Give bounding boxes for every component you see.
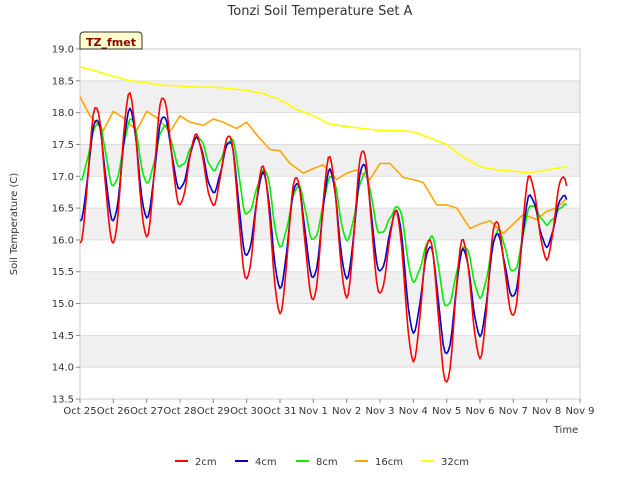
x-tick-label: Nov 2	[332, 406, 361, 417]
x-tick-label: Nov 6	[465, 406, 494, 417]
x-axis-label: Time	[553, 425, 578, 436]
y-tick-label: 17.0	[52, 172, 74, 183]
x-tick-label: Nov 9	[565, 406, 594, 417]
y-tick-label: 15.5	[52, 267, 74, 278]
x-tick-label: Oct 26	[97, 406, 130, 417]
series-line-32cm	[79, 66, 567, 174]
legend-label-8cm: 8cm	[316, 457, 338, 468]
x-tick-label: Nov 5	[432, 406, 461, 417]
legend: 2cm 4cm 8cm 16cm 32cm	[175, 457, 469, 468]
y-tick-labels: 13.5 14.0 14.5 15.0 15.5 16.0 16.5 17.0 17.5 18.0…	[52, 45, 80, 406]
x-tick-label: Nov 8	[532, 406, 561, 417]
x-tick-label: Oct 25	[63, 406, 96, 417]
y-tick-label: 18.0	[52, 108, 74, 119]
series-line-2cm	[79, 92, 568, 383]
y-tick-label: 19.0	[52, 45, 74, 56]
y-tick-label: 14.5	[52, 331, 74, 342]
y-tick-label: 15.0	[52, 299, 74, 310]
y-axis-label: Soil Temperature (C)	[9, 173, 20, 276]
x-tick-label: Nov 3	[365, 406, 394, 417]
x-tick-label: Oct 31	[263, 406, 296, 417]
y-tick-label: 14.0	[52, 363, 74, 374]
legend-label-16cm: 16cm	[375, 457, 403, 468]
x-tick-label: Nov 4	[399, 406, 428, 417]
x-tick-label: Oct 29	[197, 406, 230, 417]
badge-background	[79, 31, 143, 50]
grid-band	[80, 335, 580, 368]
legend-label-32cm: 32cm	[441, 457, 469, 468]
y-tick-label: 17.5	[52, 140, 74, 151]
y-tick-label: 16.5	[52, 204, 74, 215]
x-tick-labels: Oct 25 Oct 26 Oct 27 Oct 28 Oct 29 Oct 30 Oct …	[63, 399, 595, 417]
legend-label-2cm: 2cm	[195, 457, 217, 468]
x-tick-label: Oct 28	[163, 406, 196, 417]
grid-band	[80, 271, 580, 304]
x-tick-label: Oct 30	[230, 406, 263, 417]
y-tick-label: 13.5	[52, 395, 74, 406]
chart-title: Tonzi Soil Temperature Set A	[227, 4, 413, 19]
station-badge: TZ_fmet	[79, 31, 143, 50]
x-tick-label: Nov 7	[499, 406, 528, 417]
series-layer	[79, 66, 568, 383]
y-tick-label: 16.0	[52, 235, 74, 246]
plot-area-frame	[79, 48, 581, 400]
y-tick-label: 18.5	[52, 76, 74, 87]
badge-label: TZ_fmet	[86, 36, 136, 49]
legend-label-4cm: 4cm	[255, 457, 277, 468]
x-tick-label: Nov 1	[299, 406, 328, 417]
grid-band	[80, 80, 580, 113]
x-tick-label: Oct 27	[130, 406, 163, 417]
grid-band	[80, 208, 580, 240]
